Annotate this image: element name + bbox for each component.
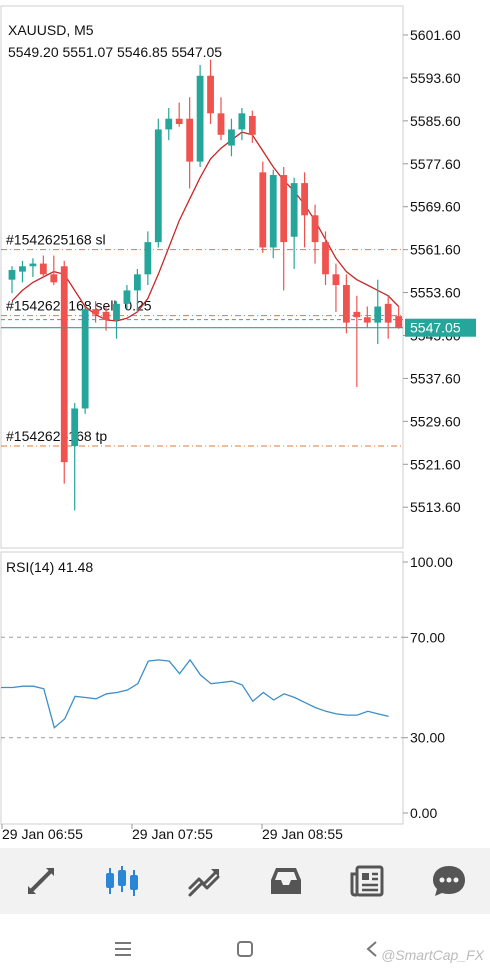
- symbol-timeframe: XAUUSD, M5: [8, 22, 94, 38]
- rsi-tick-label: 30.00: [410, 730, 445, 746]
- candle-body: [71, 408, 79, 447]
- candle-body: [92, 309, 99, 315]
- rsi-title: RSI(14) 41.48: [6, 559, 93, 575]
- candle-body: [384, 303, 392, 323]
- chat-bubble-icon: [433, 866, 466, 896]
- order-lines[interactable]: #1542625168 sl#1542625168 sell, 0.25#154…: [1, 232, 403, 447]
- candle-body: [332, 274, 340, 286]
- price-tick-label: 5529.60: [410, 413, 461, 429]
- candle-body: [102, 311, 110, 320]
- candle-body: [207, 75, 214, 114]
- order-label: #1542625168 tp: [6, 428, 107, 444]
- candle-body: [343, 285, 350, 323]
- candle-body: [144, 242, 152, 275]
- price-tick-label: 5521.60: [410, 456, 461, 472]
- inbox-tray-icon: [270, 868, 301, 894]
- time-tick-label: 29 Jan 07:55: [132, 826, 213, 842]
- rsi-tick-label: 70.00: [410, 629, 445, 645]
- candle-body: [322, 242, 329, 275]
- recent-apps-button[interactable]: [108, 934, 138, 964]
- price-tick-label: 5577.60: [410, 156, 461, 172]
- candles: [8, 59, 403, 511]
- candle-body: [228, 129, 235, 146]
- candle-body: [29, 263, 37, 267]
- rsi-panel-frame: [0, 551, 404, 825]
- nav-chart-button[interactable]: [92, 851, 152, 911]
- candle-body: [186, 118, 194, 162]
- price-tick-label: 5569.60: [410, 199, 461, 215]
- current-price-label: 5547.05: [410, 320, 461, 336]
- candle-body: [311, 215, 319, 243]
- candle-body: [165, 118, 173, 130]
- candle-body: [60, 266, 68, 463]
- moving-average: [11, 131, 400, 322]
- current-price-tag: [405, 318, 476, 337]
- candle-body: [280, 175, 288, 243]
- rsi-tick-label: 0.00: [410, 805, 437, 821]
- candle-body: [175, 118, 183, 125]
- rsi-tick-label: 100.00: [410, 554, 453, 570]
- nav-news-button[interactable]: [337, 851, 397, 911]
- candle-body: [374, 306, 382, 323]
- time-axis: 29 Jan 06:55 29 Jan 07:55 29 Jan 08:55: [1, 824, 343, 842]
- menu-lines-icon: [115, 942, 131, 956]
- chart-area[interactable]: 5601.60 5593.60 5585.60 5577.60 5569.60 5561.…: [0, 0, 490, 848]
- ohlc-values: 5549.20 5551.07 5546.85 5547.05: [8, 44, 222, 60]
- candle-body: [134, 274, 141, 291]
- candle-body: [301, 183, 308, 216]
- candle-body: [154, 129, 162, 243]
- price-tick-label: 5553.60: [410, 285, 461, 301]
- candle-body: [113, 303, 120, 320]
- watermark: @SmartCap_FX: [381, 947, 484, 963]
- time-tick-label: 29 Jan 06:55: [2, 826, 83, 842]
- order-label: #1542625168 sl: [6, 232, 106, 248]
- candle-body: [50, 274, 58, 283]
- back-chevron-icon: [366, 941, 377, 957]
- candle-body: [81, 309, 89, 409]
- home-button[interactable]: [230, 934, 260, 964]
- price-tick-label: 5593.60: [410, 70, 461, 86]
- nav-quotes-button[interactable]: [11, 851, 71, 911]
- rsi-line: [1, 658, 389, 729]
- candle-body: [259, 172, 267, 248]
- candle-body: [123, 290, 131, 304]
- nav-chat-button[interactable]: [419, 851, 479, 911]
- back-button[interactable]: [362, 934, 382, 964]
- candle-body: [19, 266, 26, 272]
- trade-trend-icon: [188, 869, 220, 897]
- system-navigation-bar: @SmartCap_FX: [0, 914, 490, 979]
- price-tick-label: 5513.60: [410, 499, 461, 515]
- home-square-icon: [237, 941, 253, 957]
- candle-body: [8, 270, 16, 280]
- ma-line: [11, 131, 400, 322]
- candle-body: [363, 317, 371, 323]
- quotes-arrows-icon: [27, 868, 54, 894]
- news-icon: [350, 865, 384, 897]
- candle-body: [39, 263, 47, 275]
- price-tick-label: 5601.60: [410, 27, 461, 43]
- candlestick-chart-icon: [106, 866, 139, 896]
- nav-history-button[interactable]: [256, 851, 316, 911]
- candle-body: [395, 316, 403, 328]
- candle-body: [353, 311, 361, 318]
- bottom-navigation: [0, 848, 490, 914]
- main-chart-frame: [0, 5, 404, 549]
- candle-body: [238, 113, 246, 130]
- candle-body: [217, 113, 225, 135]
- time-tick-label: 29 Jan 08:55: [262, 826, 343, 842]
- price-tick-label: 5537.60: [410, 370, 461, 386]
- candle-body: [196, 75, 204, 162]
- price-axis: 5601.60 5593.60 5585.60 5577.60 5569.60 5561.…: [403, 27, 461, 515]
- price-tick-label: 5561.60: [410, 242, 461, 258]
- nav-trade-button[interactable]: [174, 851, 234, 911]
- candle-body: [269, 175, 277, 248]
- price-tick-label: 5585.60: [410, 113, 461, 129]
- rsi-indicator: 100.00 70.00 30.00 0.00: [1, 554, 453, 821]
- candle-body: [248, 116, 256, 135]
- candle-body: [290, 183, 298, 237]
